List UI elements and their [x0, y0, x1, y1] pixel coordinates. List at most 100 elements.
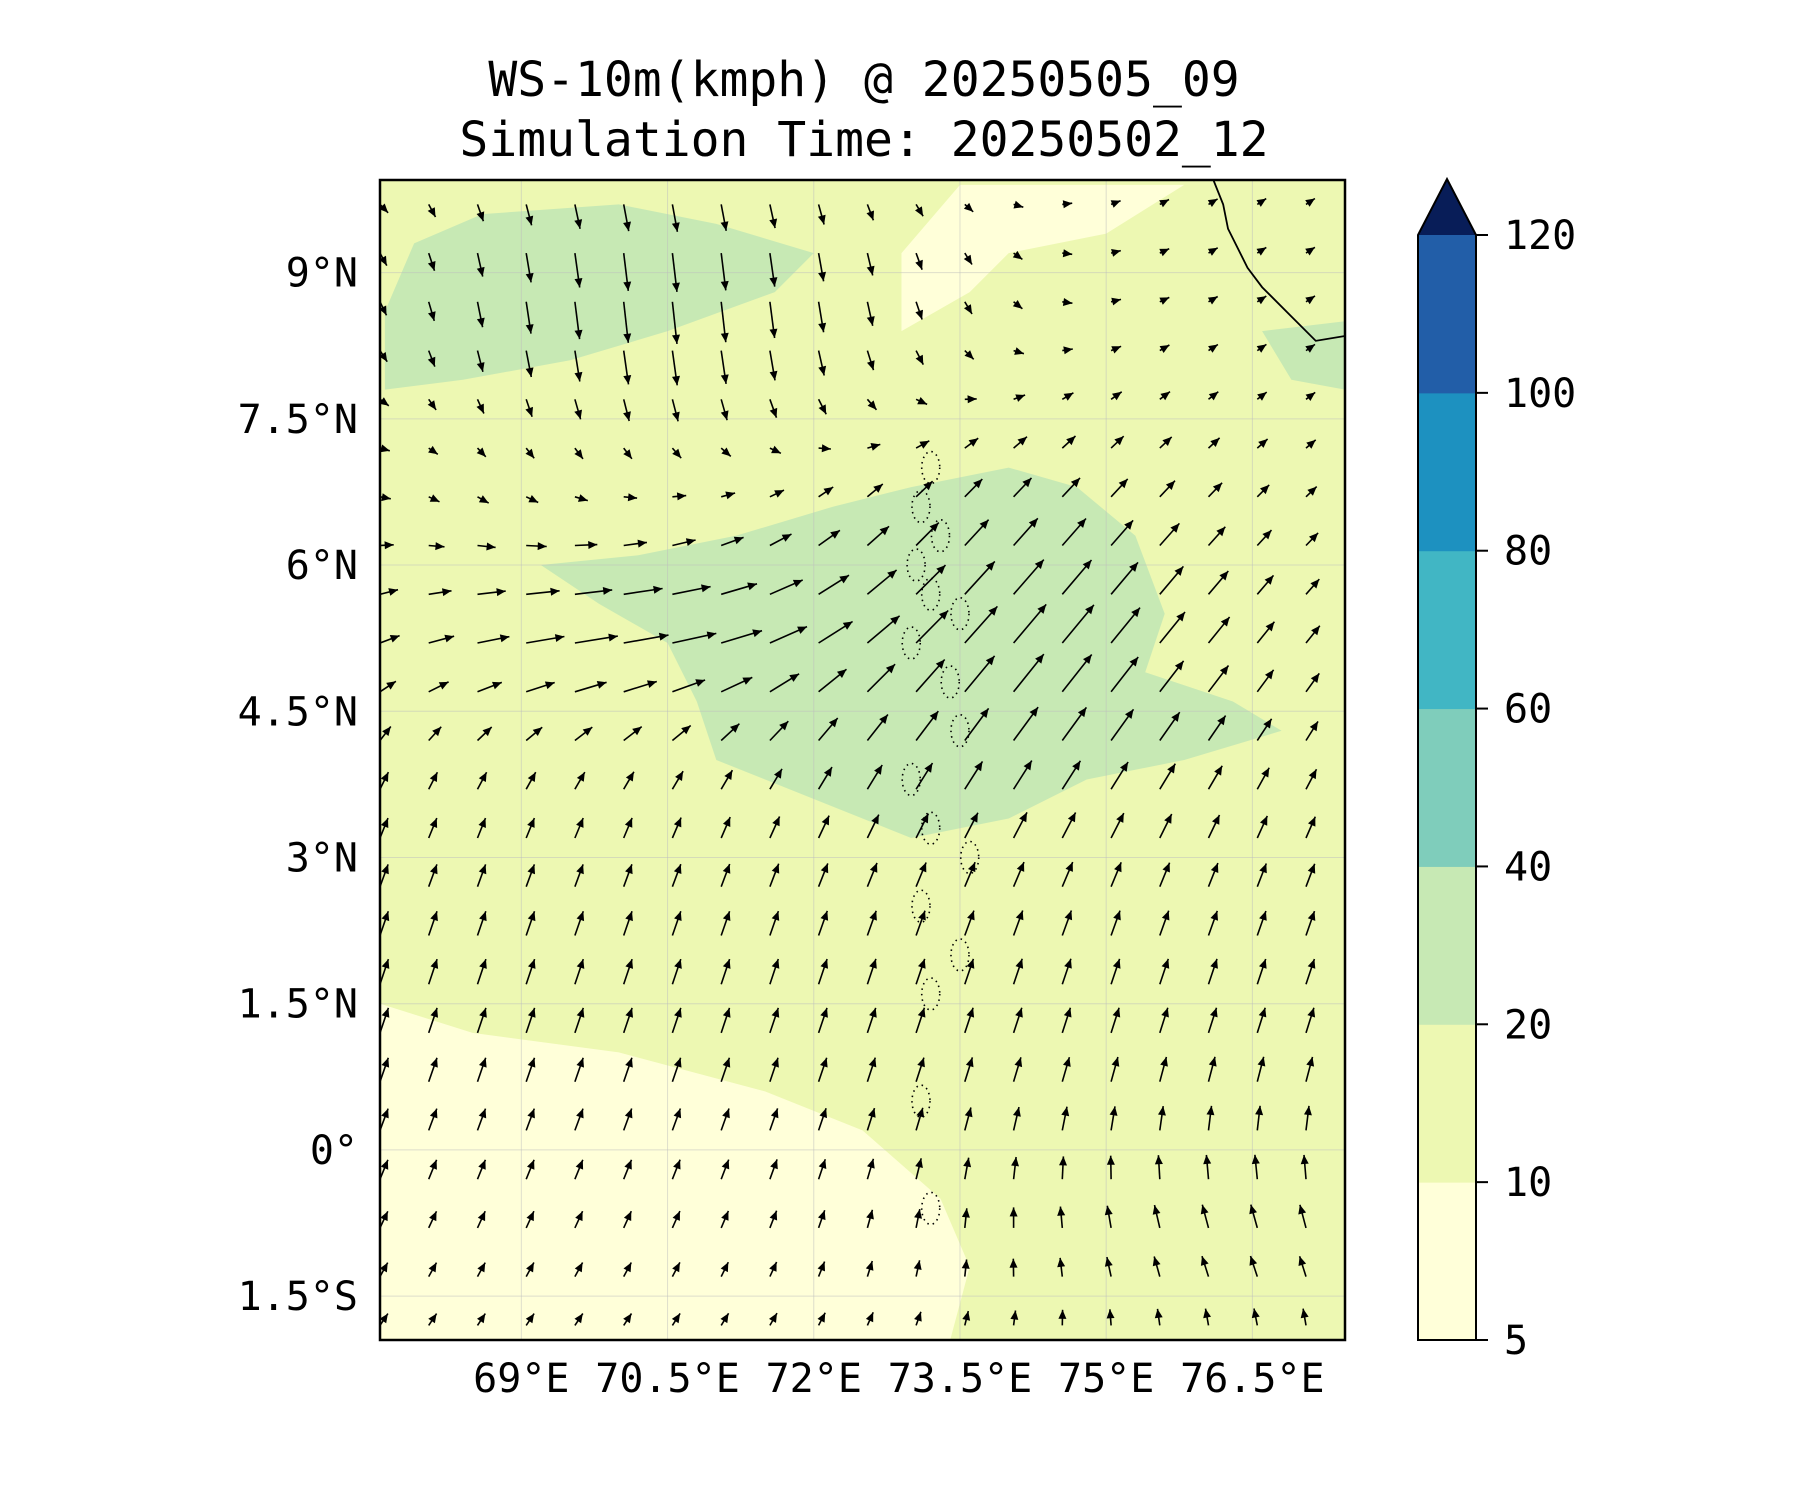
- wind-vector-398: [1255, 1105, 1264, 1131]
- wind-vector-head: [1216, 526, 1226, 537]
- wind-vector-head: [1203, 1308, 1211, 1319]
- wind-vector-head: [789, 673, 800, 682]
- wind-vector-head: [574, 409, 582, 420]
- wind-vector-head: [675, 771, 684, 781]
- wind-vector-112: [964, 437, 979, 449]
- lon-tick-label: 76.5°E: [1180, 1356, 1325, 1402]
- wind-vector-head: [1067, 812, 1076, 823]
- wind-vector-258: [1256, 767, 1270, 790]
- wind-vector-158: [1256, 529, 1273, 547]
- wind-vector-head: [478, 1159, 486, 1170]
- wind-vector-318: [1256, 910, 1267, 936]
- wind-vector-head: [528, 959, 536, 969]
- wind-vector-head: [868, 1108, 876, 1118]
- wind-vector-316: [1159, 910, 1170, 936]
- wind-vector-281: [427, 864, 438, 887]
- colorbar-band-6: [1418, 235, 1476, 394]
- wind-vector-273: [1012, 812, 1028, 839]
- wind-vector-head: [381, 1108, 389, 1119]
- lat-tick-label: 7.5°N: [238, 397, 358, 443]
- wind-vector-head: [1210, 437, 1220, 447]
- wind-vector-229: [817, 717, 839, 742]
- wind-vector-272: [964, 812, 979, 839]
- wind-vector-head: [1257, 392, 1267, 401]
- wind-vector-393: [1012, 1106, 1021, 1131]
- wind-vector-head: [867, 1158, 875, 1169]
- wind-vector-head: [919, 862, 927, 873]
- wind-vector-280: [380, 864, 389, 887]
- wind-vector-42: [476, 301, 485, 328]
- wind-vector-409: [817, 1158, 827, 1180]
- wind-vector-head: [1255, 1105, 1264, 1116]
- wind-vector-1: [427, 204, 437, 218]
- wind-vector-head: [1010, 1310, 1019, 1320]
- wind-vector-351: [915, 1007, 926, 1034]
- wind-vector-head: [685, 538, 696, 546]
- wind-vector-head: [879, 526, 889, 536]
- wind-vector-head: [820, 1007, 828, 1018]
- wind-vector-head: [1109, 1106, 1118, 1116]
- wind-vector-head: [769, 218, 778, 229]
- wind-vector-head: [427, 261, 436, 271]
- wind-vector-171: [915, 564, 947, 595]
- wind-vector-head: [1219, 571, 1229, 581]
- wind-vector-236: [1159, 711, 1181, 741]
- wind-vector-head: [1022, 477, 1032, 488]
- wind-vector-249: [817, 766, 833, 790]
- wind-vector-357: [1207, 1007, 1218, 1034]
- wind-vector-97: [1208, 391, 1219, 401]
- wind-vector-152: [964, 519, 990, 547]
- wind-vector-head: [771, 1007, 780, 1018]
- wind-vector-head: [435, 542, 445, 551]
- wind-vector-head: [870, 443, 881, 451]
- wind-vector-467: [720, 1312, 730, 1326]
- wind-vector-355: [1110, 1007, 1121, 1034]
- wind-vector-471: [914, 1311, 922, 1326]
- wind-vector-289: [817, 863, 829, 887]
- wind-vector-head: [866, 210, 874, 221]
- wind-vector-head: [980, 708, 989, 718]
- wind-vector-325: [622, 958, 633, 985]
- wind-vector-head: [1063, 1057, 1071, 1067]
- wind-vector-444: [574, 1262, 584, 1277]
- wind-vector-head: [1106, 1155, 1115, 1165]
- wind-vector-203: [525, 681, 555, 693]
- wind-vector-320: [380, 958, 390, 985]
- wind-vector-head: [576, 911, 585, 922]
- wind-vector-38: [1256, 246, 1267, 256]
- wind-vector-head: [1061, 1106, 1070, 1117]
- wind-vector-460: [380, 1313, 389, 1326]
- wind-vector-head: [963, 1157, 972, 1168]
- wind-vector-67: [720, 350, 729, 385]
- wind-vector-220: [380, 726, 392, 741]
- wind-vector-head: [914, 1209, 922, 1219]
- wind-vector-61: [427, 350, 436, 367]
- wind-vector-head: [818, 271, 826, 282]
- wind-vector-311: [915, 910, 926, 936]
- wind-vector-head: [818, 322, 827, 333]
- wind-vector-120: [380, 493, 391, 502]
- wind-vector-132: [964, 478, 983, 498]
- wind-vector-263: [525, 817, 536, 839]
- wind-vector-head: [770, 1159, 778, 1170]
- wind-vector-head: [929, 711, 939, 721]
- wind-vector-head: [769, 370, 778, 381]
- wind-vector-head: [820, 959, 828, 969]
- wind-vector-156: [1159, 522, 1180, 547]
- wind-vector-157: [1207, 526, 1226, 547]
- wind-vector-head: [477, 1262, 486, 1273]
- wind-vector-head: [720, 332, 729, 343]
- wind-vector-328: [769, 958, 780, 985]
- wind-vector-head: [918, 958, 926, 969]
- wind-vector-head: [720, 410, 729, 421]
- wind-vector-head: [1251, 1308, 1260, 1319]
- wind-vector-247: [720, 769, 734, 790]
- wind-vector-196: [1159, 611, 1186, 644]
- wind-vector-413: [1011, 1156, 1019, 1180]
- wind-vector-head: [1111, 249, 1121, 257]
- wind-vector-head: [963, 254, 972, 265]
- wind-vector-451: [913, 1260, 922, 1277]
- wind-vector-55: [1110, 297, 1122, 306]
- wind-vector-head: [915, 354, 924, 365]
- wind-vector-136: [1159, 480, 1176, 498]
